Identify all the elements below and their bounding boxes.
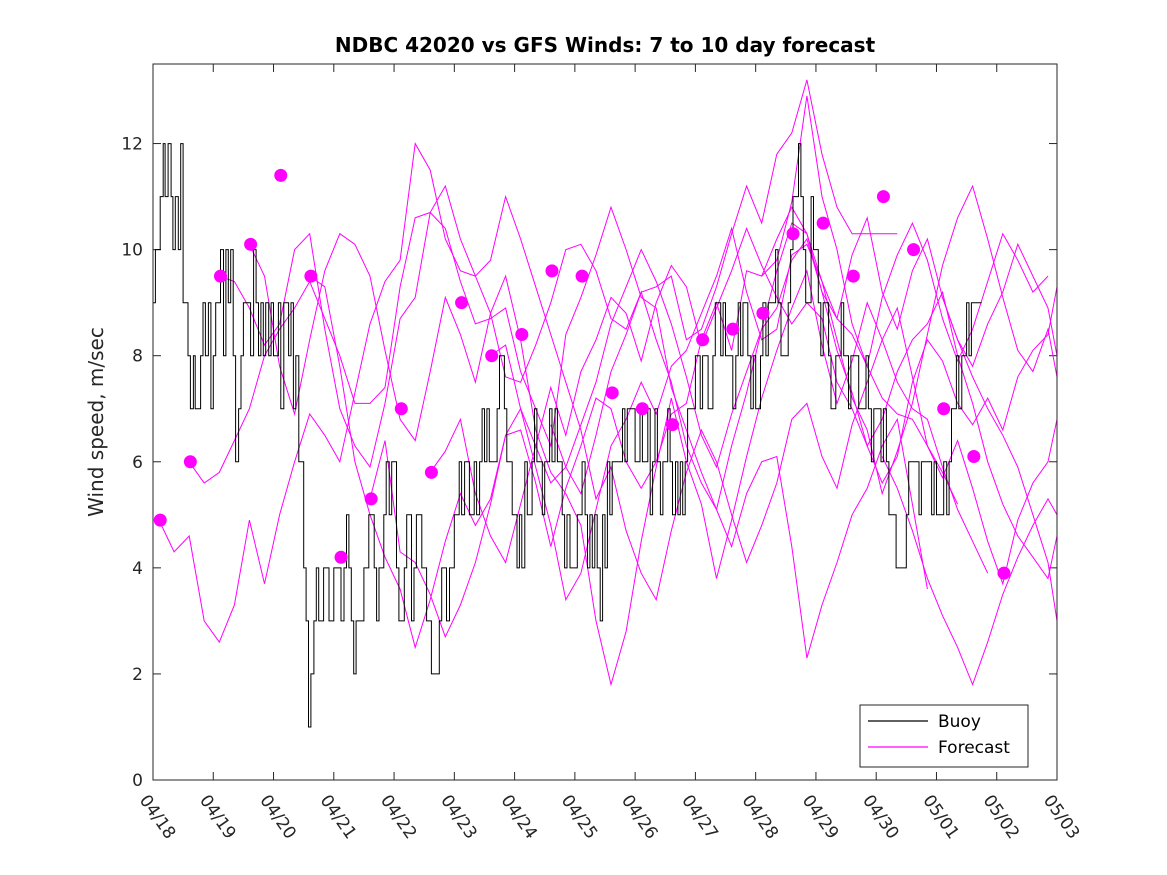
y-tick-label: 10 [121,241,143,261]
legend: Buoy Forecast [859,704,1029,768]
forecast-point [153,513,167,527]
forecast-point [304,269,318,283]
forecast-point [967,449,981,463]
forecast-run-line [881,456,1058,686]
forecast-points [153,168,1011,580]
forecast-run-line [158,79,898,644]
buoy-line [153,143,982,728]
y-tick-label: 12 [121,135,143,155]
buoy-series [153,143,982,728]
forecast-point [726,322,740,336]
forecast-point [816,216,830,230]
forecast-point [364,492,378,506]
forecast-run-line [369,216,1058,639]
y-axis-label: Wind speed, m/sec [84,327,108,517]
forecast-point [635,402,649,416]
forecast-point [244,237,258,251]
forecast-point [213,269,227,283]
forecast-point [424,465,438,479]
forecast-point [786,227,800,241]
forecast-point [455,296,469,310]
forecast-point [937,402,951,416]
y-tick-label: 2 [132,665,143,685]
forecast-point [485,349,499,363]
forecast-point [515,327,529,341]
forecast-run-line [188,205,928,659]
forecast-point [274,168,288,182]
forecast-point [545,264,559,278]
forecast-point [183,455,197,469]
forecast-point [997,566,1011,580]
plot-area [153,64,1057,780]
y-tick-label: 0 [132,771,143,791]
y-tick-label: 4 [132,559,143,579]
y-tick-label: 6 [132,453,143,473]
forecast-point [696,333,710,347]
forecast-point [334,550,348,564]
forecast-point [846,269,860,283]
chart-title: NDBC 42020 vs GFS Winds: 7 to 10 day for… [335,33,876,57]
forecast-point [575,269,589,283]
forecast-point [756,306,770,320]
forecast-point [907,243,921,257]
legend-label-buoy: Buoy [938,712,981,732]
forecast-run-line [309,206,1049,650]
legend-box [859,704,1029,768]
forecast-point [605,386,619,400]
forecast-point [665,418,679,432]
forecast-run-line [248,232,989,687]
y-tick-label: 8 [132,347,143,367]
legend-label-forecast: Forecast [938,738,1010,758]
axes-box [152,63,1058,781]
forecast-point [876,190,890,204]
forecast-point [394,402,408,416]
